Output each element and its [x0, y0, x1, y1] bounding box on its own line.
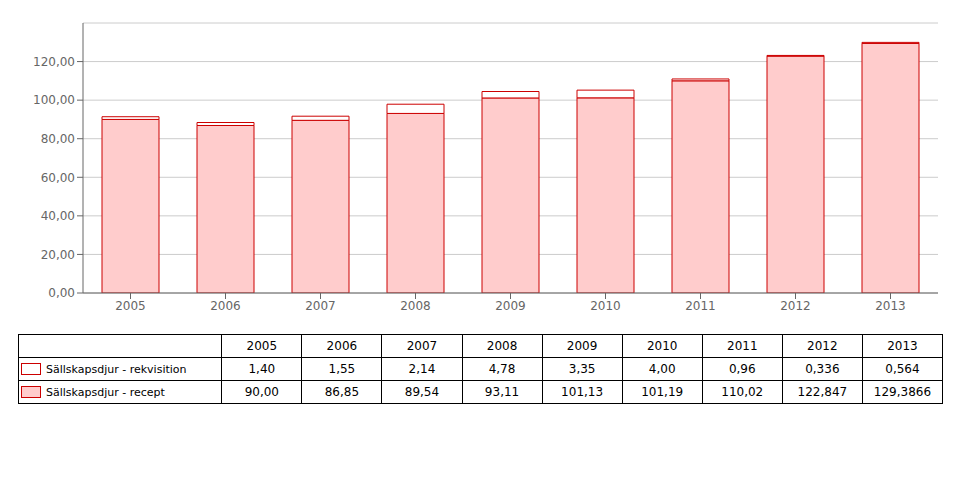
svg-text:100,00: 100,00 — [33, 93, 75, 107]
html-text:122,847: 122,847 — [797, 385, 848, 399]
html-text:101,13: 101,13 — [561, 385, 604, 399]
html-text:2009: 2009 — [566, 339, 598, 353]
html-text:3,35: 3,35 — [568, 362, 596, 376]
svg-text:2006: 2006 — [210, 299, 241, 313]
html-text:86,85: 86,85 — [324, 385, 360, 399]
svg-text:2009: 2009 — [495, 299, 526, 313]
html-text:4,00: 4,00 — [648, 362, 676, 376]
html-text:101,19: 101,19 — [641, 385, 684, 399]
html-text:2,14: 2,14 — [408, 362, 436, 376]
html-text:129,3866: 129,3866 — [873, 385, 932, 399]
html-text:0,564: 0,564 — [885, 362, 920, 376]
svg-text:20,00: 20,00 — [41, 248, 75, 262]
html-text:2007: 2007 — [406, 339, 438, 353]
html-text:90,00: 90,00 — [244, 385, 279, 399]
svg-text:2008: 2008 — [400, 299, 431, 313]
html-text:Sällskapsdjur - recept: Sällskapsdjur - recept — [46, 385, 165, 399]
html-text:89,54: 89,54 — [404, 385, 440, 399]
html-text:Sällskapsdjur - rekvisition: Sällskapsdjur - rekvisition — [46, 362, 187, 376]
html-text:2006: 2006 — [326, 339, 358, 353]
html-text:1,40: 1,40 — [248, 362, 276, 376]
svg-text:80,00: 80,00 — [41, 132, 75, 146]
html-text:110,02: 110,02 — [721, 385, 764, 399]
svg-text:0,00: 0,00 — [48, 286, 75, 300]
html-text:1,55: 1,55 — [328, 362, 356, 376]
svg-text:2005: 2005 — [115, 299, 146, 313]
svg-text:120,00: 120,00 — [33, 55, 75, 69]
html-text:4,78: 4,78 — [488, 362, 516, 376]
html-text:2012: 2012 — [807, 339, 838, 353]
html-text:2010: 2010 — [646, 339, 678, 353]
svg-text:2012: 2012 — [780, 299, 811, 313]
svg-text:40,00: 40,00 — [41, 209, 75, 223]
html-text:2008: 2008 — [486, 339, 518, 353]
svg-text:2007: 2007 — [305, 299, 336, 313]
svg-text:2011: 2011 — [685, 299, 716, 313]
html-text:93,11: 93,11 — [484, 385, 520, 399]
html-text:2013: 2013 — [887, 339, 918, 353]
svg-text:2013: 2013 — [875, 299, 906, 313]
html-text:2011: 2011 — [727, 339, 758, 353]
svg-text:2010: 2010 — [590, 299, 621, 313]
html-text:2005: 2005 — [246, 339, 278, 353]
html-text:0,96: 0,96 — [728, 362, 756, 376]
svg-text:60,00: 60,00 — [41, 171, 75, 185]
html-text:0,336: 0,336 — [805, 362, 840, 376]
